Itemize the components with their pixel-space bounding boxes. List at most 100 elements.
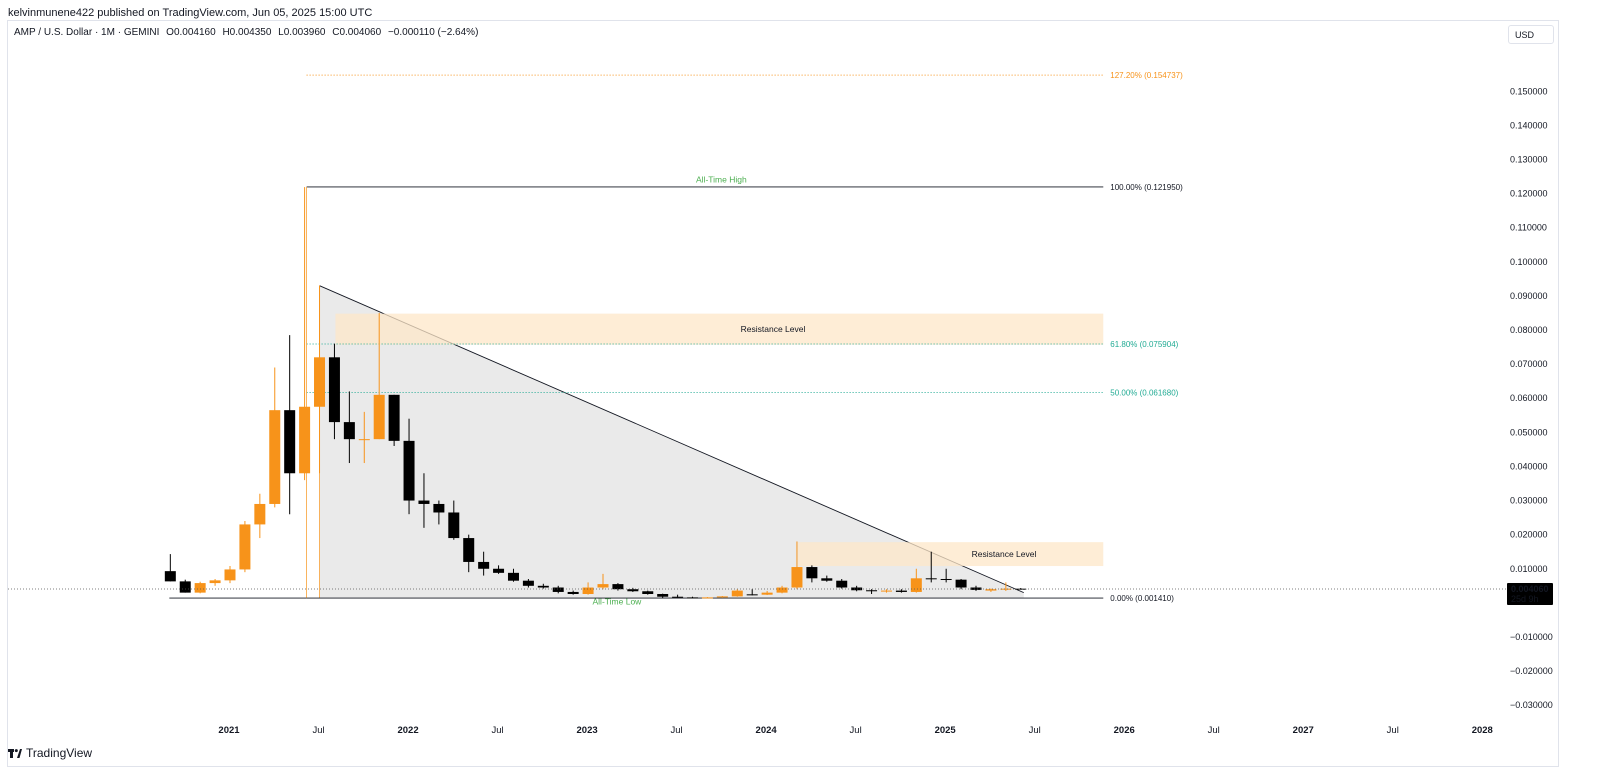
price-tick-label: 0.040000	[1510, 461, 1548, 471]
ohlc-close: C0.004060	[332, 27, 382, 38]
time-tick-label: 2026	[1114, 725, 1135, 736]
candle-body	[925, 578, 937, 580]
time-tick-label: 2023	[577, 725, 598, 736]
time-axis[interactable]: 2021 Jul 2022 Jul 2023 Jul 2024 Jul 2025 Jul 2026 J…	[218, 725, 1492, 736]
candle	[701, 597, 713, 599]
candle-body	[910, 578, 922, 592]
price-tick-label: −0.030000	[1510, 700, 1553, 710]
price-tick-label: 0.080000	[1510, 325, 1548, 335]
tradingview-logo[interactable]: TradingView	[8, 746, 92, 760]
candle-body	[791, 567, 803, 588]
price-tick-label: 0.140000	[1510, 120, 1548, 130]
time-tick-label: Jul	[312, 725, 324, 736]
price-tick-label: 0.090000	[1510, 291, 1548, 301]
price-tick-label: 0.150000	[1510, 86, 1548, 96]
candle-body	[985, 589, 997, 591]
candle	[269, 367, 281, 508]
candle	[299, 187, 311, 481]
candle	[597, 573, 609, 590]
time-tick-label: Jul	[1029, 725, 1041, 736]
candle	[627, 587, 639, 592]
candle	[478, 551, 490, 576]
candle	[657, 593, 669, 599]
price-tick-label: 0.060000	[1510, 393, 1548, 403]
resistance-zone	[335, 313, 1104, 345]
candle	[343, 391, 355, 464]
candle-body	[866, 590, 878, 592]
candle	[910, 568, 922, 593]
candle-body	[687, 597, 699, 599]
candle	[582, 582, 594, 595]
candle	[836, 578, 848, 589]
candle-body	[224, 569, 236, 581]
bar-countdown-label: 25d 9h	[1511, 594, 1539, 604]
candle	[328, 343, 340, 440]
symbol-legend: AMP / U.S. Dollar · 1M · GEMINI O0.00416…	[14, 27, 478, 38]
annotation-label: All-Time High	[696, 175, 747, 185]
candle	[179, 579, 191, 593]
candle-body	[507, 572, 519, 581]
resistance-zone	[797, 542, 1104, 567]
candle-body	[373, 394, 385, 440]
candle-body	[1000, 588, 1012, 590]
candle-body	[672, 596, 684, 598]
candle-body	[851, 587, 863, 591]
candle-body	[328, 357, 340, 423]
candle-body	[940, 578, 952, 580]
price-tick-label: 0.050000	[1510, 427, 1548, 437]
candle-body	[582, 587, 594, 594]
price-tick-label: 0.130000	[1510, 154, 1548, 164]
candle	[925, 551, 937, 583]
candle	[403, 418, 415, 515]
candle	[522, 578, 534, 588]
candle-body	[284, 410, 296, 474]
candle	[866, 589, 878, 594]
candle	[463, 534, 475, 573]
price-axis[interactable]: 0.150000 0.140000 0.130000 0.120000 0.110000…	[1510, 86, 1553, 710]
candle-body	[522, 580, 534, 586]
candle	[493, 565, 505, 574]
symbol-name[interactable]: AMP / U.S. Dollar · 1M · GEMINI	[14, 27, 160, 38]
candle-body	[209, 580, 221, 584]
candle	[940, 568, 952, 583]
candle	[164, 554, 176, 582]
candle	[672, 594, 684, 598]
candle-body	[552, 587, 564, 592]
candle-body	[463, 538, 475, 562]
time-tick-label: 2022	[397, 725, 418, 736]
candle	[284, 335, 296, 515]
publisher-line: kelvinmunene422 published on TradingView…	[8, 7, 373, 19]
candle	[776, 585, 788, 594]
candle-body	[701, 597, 713, 599]
candle-body	[761, 592, 773, 595]
current-price-label: 0.004060	[1511, 584, 1549, 594]
chart-frame	[7, 20, 1559, 767]
candle	[731, 589, 743, 597]
candle-body	[448, 512, 460, 539]
candle-body	[895, 590, 907, 592]
candle	[209, 578, 221, 586]
price-tick-label: 0.100000	[1510, 257, 1548, 267]
ohlc-change: −0.000110 (−2.64%)	[387, 27, 479, 38]
candle	[433, 500, 445, 525]
candle-body	[597, 584, 609, 588]
candle-body	[1015, 588, 1027, 590]
candle	[687, 596, 699, 599]
candle	[970, 585, 982, 591]
candle	[716, 596, 728, 598]
currency-selector[interactable]: USD	[1508, 25, 1554, 44]
candle	[1000, 582, 1012, 591]
candle-body	[343, 422, 355, 440]
candle-body	[537, 585, 549, 588]
candle-body	[836, 580, 848, 588]
candle-body	[955, 579, 967, 588]
resistance-zone-label: Resistance Level	[972, 549, 1037, 559]
resistance-zones: Resistance Level Resistance Level	[335, 313, 1104, 567]
price-tick-label: 0.120000	[1510, 189, 1548, 199]
candle-body	[627, 589, 639, 592]
ohlc-low: L0.003960	[278, 27, 326, 38]
candle-body	[657, 593, 669, 597]
candle-body	[746, 594, 758, 596]
